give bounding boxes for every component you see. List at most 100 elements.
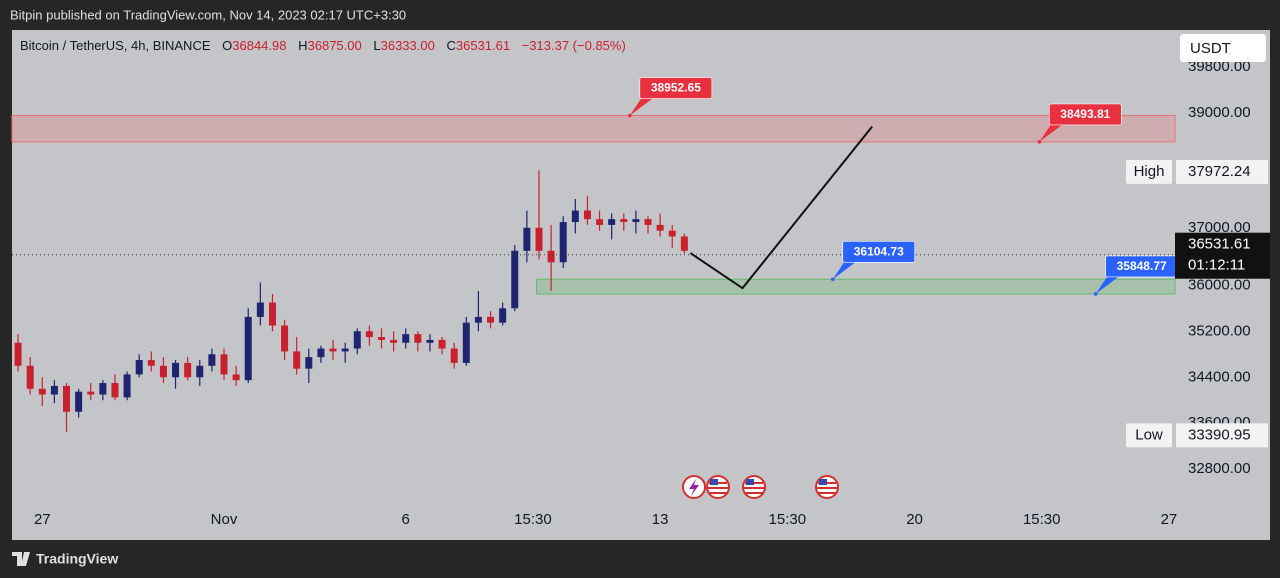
candle-body [329,348,337,352]
candle-body [147,360,155,366]
high-label: H [298,38,307,53]
candle-body [14,342,22,366]
x-tick-label: Nov [211,511,238,528]
axis-layer: 39800.00 39000.00 37000.00 36000.00 35200.00… [34,58,1251,528]
candle-body [293,351,301,369]
price-label-box [1175,232,1270,279]
candle-body [596,219,604,225]
candle-body [377,337,385,340]
event-icons [682,475,839,499]
zone [11,115,1176,143]
flag-canton [746,479,754,485]
x-tick-label: 27 [34,511,51,528]
symbol-title: Bitcoin / TetherUS, 4h, BINANCE [20,38,211,53]
candle-body [63,385,71,412]
callout-label: 38952.65 [651,81,701,95]
x-tick-label: 6 [402,511,410,528]
candle-body [184,362,192,378]
zone [536,278,1176,295]
candle-body [511,250,519,309]
candle-body [50,385,58,395]
candle-body [135,360,143,375]
projection-path [689,125,873,290]
stat-label: Low [1135,426,1163,443]
x-tick-label: 15:30 [769,511,807,528]
candle-body [111,383,119,398]
open-label: O [222,38,232,53]
candle-body [232,374,240,381]
y-tick-label: 39000.00 [1188,104,1251,121]
candle-body [220,354,228,375]
brand-logo [12,552,30,566]
candle-body [583,210,591,220]
x-tick-label: 15:30 [1023,511,1061,528]
open-value: 36844.98 [232,38,286,53]
callout-box [842,240,916,263]
candle-body [499,308,507,323]
candle-body [256,302,264,317]
callout-label: 35848.77 [1117,259,1167,273]
price-label: 36531.61 [1188,236,1251,253]
currency-button[interactable] [1180,34,1266,62]
countdown: 01:12:11 [1188,257,1245,274]
flag-canton [819,479,827,485]
y-tick-label: 35200.00 [1188,322,1251,339]
candle-body [487,316,495,323]
candle-body [547,250,555,263]
candle-body [365,331,373,338]
currency-label: USDT [1190,40,1231,57]
stat-label-box [1126,423,1172,448]
candle-body [571,210,579,223]
candle-body [438,339,446,349]
candle-body [523,227,531,251]
callout-pointer [1039,123,1064,142]
plot-layer: 38952.65 38493.81 36104.73 35848.77 [11,77,1178,432]
y-tick-label: 37000.00 [1188,219,1251,236]
x-tick-label: 13 [652,511,669,528]
candle-body [305,357,313,369]
stat-label-box [1126,159,1172,184]
candle-body [668,230,676,237]
candle-body [268,302,276,326]
publisher-line: Bitpin published on TradingView.com, Nov… [10,7,406,22]
candle-body [462,322,470,363]
candle-body [620,219,628,223]
callout-box [1049,103,1122,126]
candle-body [75,391,83,412]
candle-body [341,348,349,352]
candle-body [87,391,95,395]
callout-label: 36104.73 [854,244,904,258]
close-value: 36531.61 [456,38,510,53]
candle-body [402,334,410,343]
callout-pointer [832,261,857,280]
change: −313.37 (−0.85%) [522,38,626,53]
lightning [689,479,699,496]
y-tick-label: 34400.00 [1188,368,1251,385]
high-value: 36875.00 [308,38,362,53]
y-tick-label: 39800.00 [1188,58,1251,75]
stat-value-box [1176,423,1268,448]
candle-body [414,334,422,343]
brand-name: TradingView [36,551,118,567]
candle-body [656,224,664,231]
callout-pointer [629,97,654,116]
candle-body [426,339,434,343]
candle-body [172,362,180,378]
candle-body [244,316,252,381]
candle-body [281,325,289,352]
candle-body [26,365,34,389]
candle-body [38,388,46,395]
overlay-layer: USDT High 37972.24 Low 33390.95 36531.61 01:12… [1126,34,1270,448]
candle-body [644,219,652,225]
legend: Bitcoin / TetherUS, 4h, BINANCE O36844.9… [20,38,626,53]
candle-body [450,348,458,363]
candle-body [196,365,204,378]
callout-pointer [1095,275,1120,294]
low-value: 36333.00 [381,38,435,53]
stat-value: 37972.24 [1188,163,1251,180]
stat-value-box [1176,159,1268,184]
y-tick-label: 32800.00 [1188,460,1251,477]
candle-body [99,383,107,395]
